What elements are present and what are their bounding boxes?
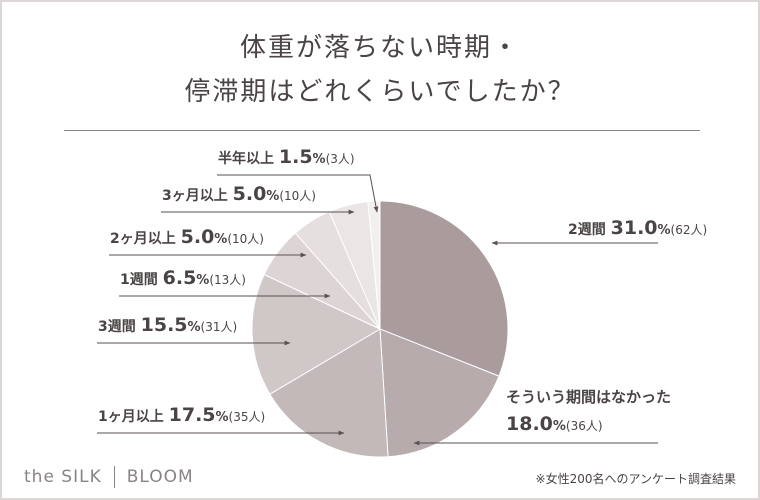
slice-text-7: 半年以上 1.5%(3人) — [218, 146, 355, 168]
slice-label-3: 3週間 15.5%(31人) — [97, 314, 291, 346]
title-divider — [64, 130, 700, 131]
slice-text-6: 3ヶ月以上 5.0%(10人) — [162, 183, 316, 205]
leader-arrow-7 — [217, 174, 379, 213]
slice-text-0: 2週間 31.0%(62人) — [568, 217, 707, 239]
slice-text-4: 1週間 6.5%(13人) — [120, 267, 246, 289]
pie-slice-2 — [269, 328, 389, 458]
slice-text-3: 3週間 15.5%(31人) — [98, 314, 237, 336]
pie-slice-3 — [251, 273, 382, 395]
slice-label-1: そういう期間はなかった 18.0%(36人) — [413, 388, 671, 446]
slice-label-2: 1ヶ月以上 17.5%(35人) — [97, 404, 345, 436]
slice-value-1: 18.0%(36人) — [506, 413, 603, 435]
pie-slice-7 — [367, 200, 381, 330]
slice-label-7: 半年以上 1.5%(3人) — [217, 146, 379, 213]
slice-category-1: そういう期間はなかった — [506, 388, 671, 406]
title-line-1: 体重が落ちない時期・ — [239, 33, 520, 63]
chart-title: 体重が落ちない時期・ 停滞期はどれくらいでしたか？ — [2, 26, 758, 114]
pie-slice-1 — [379, 328, 500, 458]
brand-name-left: the SILK — [24, 467, 102, 487]
title-line-2: 停滞期はどれくらいでしたか？ — [184, 77, 576, 107]
survey-footnote: ※女性200名へのアンケート調査結果 — [535, 472, 736, 486]
brand-logo: the SILK BLOOM — [24, 466, 194, 488]
slice-text-5: 2ヶ月以上 5.0%(10人) — [110, 226, 264, 248]
slice-label-5: 2ヶ月以上 5.0%(10人) — [109, 226, 307, 258]
slice-label-6: 3ヶ月以上 5.0%(10人) — [161, 183, 355, 215]
pie-slice-0 — [379, 200, 509, 377]
brand-divider — [113, 466, 115, 488]
brand-name-right: BLOOM — [126, 467, 194, 487]
slice-label-0: 2週間 31.0%(62人) — [491, 217, 707, 246]
slice-text-2: 1ヶ月以上 17.5%(35人) — [98, 404, 265, 426]
slice-label-4: 1週間 6.5%(13人) — [119, 267, 331, 299]
